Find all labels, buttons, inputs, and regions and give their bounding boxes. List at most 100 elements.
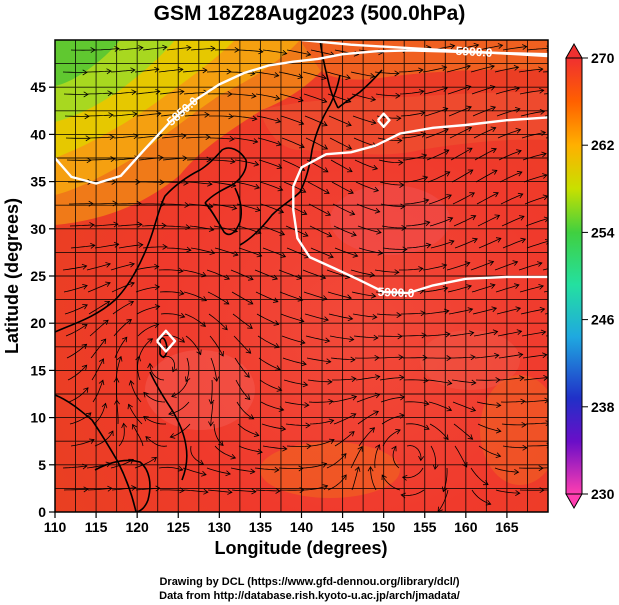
streamline (185, 136, 210, 139)
streamline (333, 225, 357, 236)
streamline-arrowhead (247, 275, 254, 281)
streamline (497, 330, 522, 337)
streamline (136, 306, 160, 315)
streamline (170, 423, 191, 438)
streamline (207, 489, 232, 493)
streamline (403, 176, 428, 183)
y-tick-label: 5 (38, 457, 46, 473)
streamline (114, 157, 139, 161)
streamline-arrowhead (539, 87, 545, 94)
streamline-arrowhead (441, 263, 448, 269)
streamline (118, 47, 143, 51)
streamline-arrowhead (372, 164, 379, 171)
streamline (500, 400, 526, 403)
streamline-arrowhead (135, 355, 141, 362)
streamline (279, 93, 304, 102)
streamline-arrowhead (489, 64, 495, 70)
streamline (111, 282, 135, 293)
streamline-arrowhead (399, 413, 405, 419)
streamline (400, 112, 425, 117)
streamline-arrowhead (400, 203, 406, 210)
streamline-arrowhead (275, 365, 281, 371)
streamline (478, 44, 503, 51)
streamline (424, 108, 448, 117)
streamline (185, 357, 190, 382)
streamline (190, 445, 204, 465)
streamline-arrowhead (302, 381, 309, 388)
streamline (427, 171, 450, 183)
streamline-arrowhead (177, 466, 184, 472)
streamline (87, 92, 113, 95)
streamline (327, 93, 351, 103)
streamline (302, 463, 327, 469)
streamline-arrowhead (116, 355, 123, 362)
streamline (392, 446, 400, 469)
streamline-arrowhead (85, 412, 92, 418)
streamline-arrowhead (418, 67, 424, 74)
streamline-arrowhead (517, 352, 524, 358)
streamline-arrowhead (129, 261, 135, 268)
height-contour-line (55, 49, 548, 185)
streamline-arrowhead (544, 397, 548, 404)
streamline (158, 68, 183, 73)
streamline (212, 203, 237, 209)
streamline-arrowhead (90, 242, 96, 249)
streamline (94, 243, 119, 249)
streamline-arrowhead (272, 297, 279, 303)
streamline-arrowhead (210, 45, 216, 52)
streamline-arrowhead (518, 215, 525, 221)
streamline (233, 335, 251, 354)
streamline (88, 114, 114, 117)
streamline-arrowhead (110, 156, 116, 163)
streamline (305, 335, 330, 342)
coastline-kamchatka-kurils (337, 69, 383, 109)
streamline-arrowhead (155, 88, 161, 95)
streamline (303, 93, 327, 103)
streamline (206, 467, 231, 475)
streamline (236, 401, 254, 420)
colorbar-tick-label: 262 (591, 137, 615, 153)
streamline-arrowhead (218, 350, 224, 357)
streamline-arrowhead (491, 306, 498, 313)
streamline (304, 115, 328, 126)
streamline-arrowhead (279, 230, 286, 236)
streamline-arrowhead (374, 392, 381, 399)
contour-label: 5900.0 (455, 44, 493, 60)
streamline-arrowhead (352, 252, 359, 258)
streamline (113, 135, 138, 139)
streamline-arrowhead (98, 379, 105, 386)
streamline (110, 263, 135, 271)
streamline-arrowhead (488, 260, 495, 266)
streamline (234, 357, 250, 378)
streamline (331, 181, 354, 194)
streamline (309, 225, 332, 237)
streamline (453, 423, 473, 440)
streamline-arrowhead (464, 261, 471, 267)
streamline (350, 446, 363, 469)
streamline-arrowhead (441, 486, 448, 493)
streamline (358, 247, 383, 254)
streamline-arrowhead (281, 50, 288, 56)
streamline-arrowhead (185, 224, 191, 231)
streamline (62, 265, 87, 271)
streamline (310, 439, 335, 447)
streamline-arrowhead (114, 399, 120, 405)
streamline-arrowhead (381, 474, 387, 481)
streamline-arrowhead (127, 403, 133, 410)
x-tick-label: 120 (125, 519, 149, 535)
streamline-arrowhead (113, 221, 119, 228)
streamline (542, 268, 548, 271)
streamline (303, 291, 328, 300)
streamline-arrowhead (89, 438, 95, 444)
streamline (112, 301, 134, 315)
colorbar-tick-label: 238 (591, 399, 615, 415)
streamline-arrowhead (516, 329, 523, 335)
streamline-arrowhead (448, 239, 455, 246)
streamline (522, 153, 547, 161)
streamline (496, 108, 521, 117)
y-tick-label: 45 (30, 79, 46, 95)
streamline-arrowhead (418, 455, 425, 462)
streamline (164, 203, 190, 206)
streamline (329, 137, 352, 150)
streamline-arrowhead (542, 173, 548, 179)
